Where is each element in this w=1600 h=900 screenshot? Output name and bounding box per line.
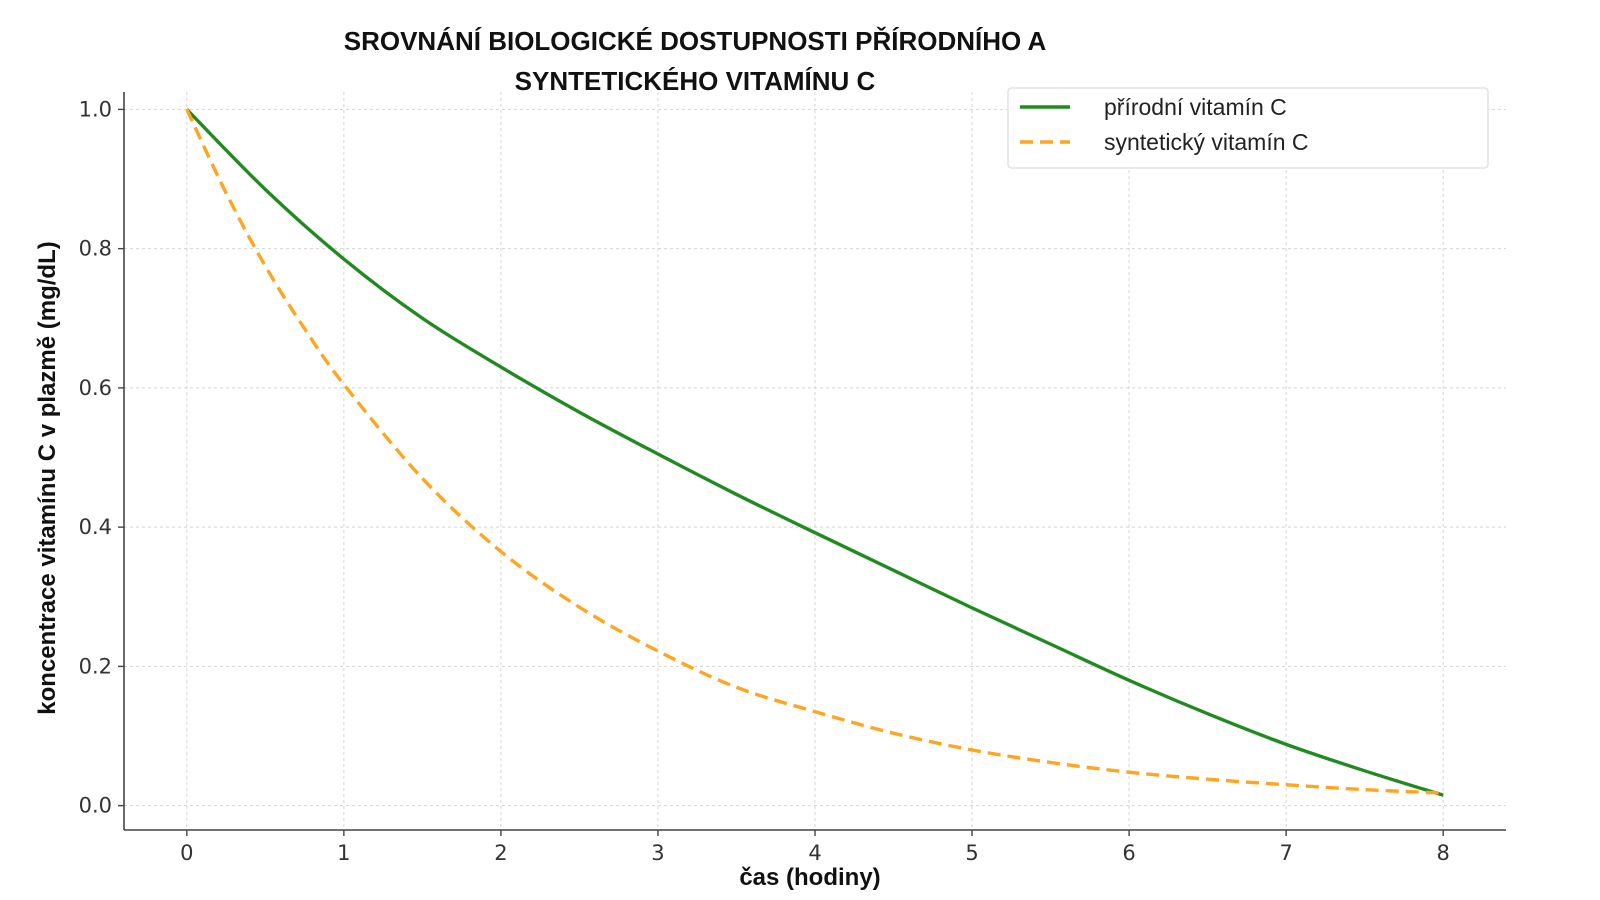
legend-frame <box>1007 87 1489 169</box>
legend-label-natural-vitamin-c: přírodní vitamín C <box>1104 94 1287 120</box>
series-line-synthetic-vitamin-c <box>185 108 1444 795</box>
series-lines <box>185 108 1444 797</box>
y-tick-label-3: 0.6 <box>79 376 112 400</box>
x-axis-label: čas (hodiny) <box>739 864 880 891</box>
y-tick-label-4: 0.8 <box>79 237 112 261</box>
x-tick-label-4: 4 <box>808 841 821 865</box>
x-tick-label-6: 6 <box>1122 841 1135 865</box>
x-tick-label-7: 7 <box>1279 841 1292 865</box>
x-tick-label-3: 3 <box>651 841 664 865</box>
y-tick-label-2: 0.4 <box>79 515 112 539</box>
x-tick-label-5: 5 <box>965 841 978 865</box>
legend: přírodní vitamín C syntetický vitamín C <box>1007 87 1489 169</box>
axes: 0 1 2 3 4 5 6 7 8 0.0 0.2 0.4 0.6 0.8 1.0 <box>79 92 1506 865</box>
y-tick-label-1: 0.2 <box>79 654 112 678</box>
chart-title-line-2: SYNTETICKÉHO VITAMÍNU C <box>515 66 876 96</box>
grid-lines <box>124 92 1506 830</box>
y-axis-label: koncentrace vitamínu C v plazmě (mg/dL) <box>34 241 61 714</box>
x-tick-label-8: 8 <box>1436 841 1449 865</box>
x-tick-label-2: 2 <box>494 841 507 865</box>
x-tick-label-0: 0 <box>180 841 193 865</box>
chart-title-line-1: SROVNÁNÍ BIOLOGICKÉ DOSTUPNOSTI PŘÍRODNÍ… <box>344 26 1047 56</box>
x-tick-label-1: 1 <box>337 841 350 865</box>
legend-label-synthetic-vitamin-c: syntetický vitamín C <box>1104 129 1309 155</box>
y-tick-label-0: 0.0 <box>79 794 112 818</box>
series-line-natural-vitamin-c <box>185 108 1444 797</box>
y-tick-label-5: 1.0 <box>79 97 112 121</box>
